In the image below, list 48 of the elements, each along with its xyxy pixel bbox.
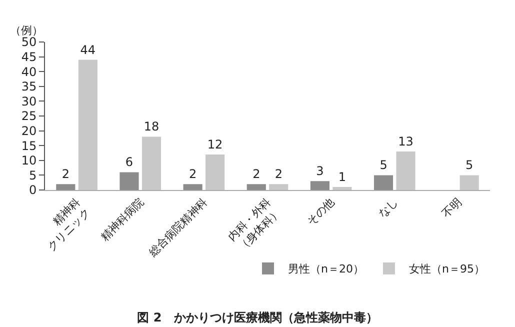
legend-label: 女性（n＝95）	[408, 262, 485, 276]
x-tick-label: 総合病院精神科	[146, 196, 210, 260]
data-label: 2	[274, 167, 282, 182]
data-label: 44	[80, 42, 96, 57]
bar	[206, 154, 225, 190]
text: 図 2 かかりつけ医療機関（急性薬物中毒）	[137, 310, 378, 324]
data-label: 13	[398, 134, 414, 149]
data-label: 5	[380, 158, 388, 172]
x-tick-label: その他	[304, 196, 338, 228]
y-tick-label: 30	[21, 94, 37, 108]
y-tick-label: 20	[21, 124, 37, 138]
y-tick-label: 40	[21, 64, 37, 79]
x-tick-label: 精神科病院	[98, 196, 146, 244]
x-tick-label: 内科・外科 （身体科）	[225, 196, 284, 254]
data-label: 1	[338, 170, 346, 184]
data-label: 6	[125, 155, 134, 170]
y-axis-title: （例）	[10, 24, 43, 37]
bar	[78, 60, 98, 190]
bar	[246, 184, 266, 190]
y-tick-label: 50	[21, 35, 37, 50]
data-label: 2	[188, 167, 197, 182]
bar	[460, 175, 479, 190]
y-tick-label: 10	[21, 154, 37, 168]
bar	[310, 181, 330, 190]
y-tick-label: 5	[28, 168, 37, 182]
y-tick-label: 15	[21, 138, 37, 153]
bar	[269, 184, 288, 190]
data-label: 3	[316, 164, 324, 178]
y-tick-label: 35	[21, 80, 37, 94]
x-tick-label: なし	[376, 196, 401, 220]
bar	[56, 184, 76, 190]
legend-label: 男性（n＝20）	[288, 262, 364, 276]
data-label: 2	[62, 167, 70, 182]
bar	[332, 187, 352, 190]
data-label: 5	[466, 158, 474, 172]
bar	[142, 136, 162, 190]
bar	[183, 184, 202, 190]
y-tick-label: 45	[21, 50, 37, 64]
bar	[120, 172, 139, 190]
data-label: 2	[252, 167, 260, 182]
bar	[396, 152, 416, 190]
x-tick-label: 不明	[439, 196, 464, 220]
x-tick-label: 精神科 クリニック	[44, 196, 93, 254]
y-tick-label: 0	[28, 183, 37, 198]
y-tick-label: 25	[21, 109, 37, 124]
data-label: 12	[207, 137, 223, 152]
bar	[374, 175, 394, 190]
data-label: 18	[144, 120, 160, 134]
